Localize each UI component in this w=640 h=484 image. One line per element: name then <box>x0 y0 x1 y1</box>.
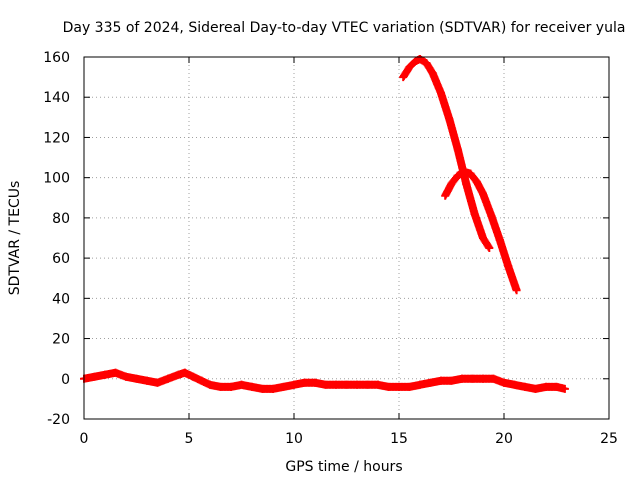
x-tick-label: 10 <box>285 431 303 447</box>
grid-lines <box>84 57 609 419</box>
y-tick-label: 140 <box>43 90 70 106</box>
x-axis-label: GPS time / hours <box>285 459 402 475</box>
y-tick-label: 40 <box>52 291 70 307</box>
data-point <box>560 384 569 393</box>
plot-frame <box>83 56 610 420</box>
x-tick-label: 20 <box>495 431 513 447</box>
x-tick-label: 15 <box>390 431 408 447</box>
y-tick-label: -20 <box>47 412 70 428</box>
y-axis-label: SDTVAR / TECUs <box>7 181 23 296</box>
y-tick-label: 0 <box>61 372 70 388</box>
y-tick-label: 20 <box>52 332 70 348</box>
data-series <box>80 55 569 393</box>
series-1 <box>80 368 569 393</box>
x-tick-label: 0 <box>80 431 89 447</box>
x-tick-label: 5 <box>185 431 194 447</box>
data-point <box>485 244 494 253</box>
y-tick-label: 60 <box>52 251 70 267</box>
y-tick-label: 120 <box>43 130 70 146</box>
y-tick-label: 80 <box>52 211 70 227</box>
x-tick-label: 25 <box>600 431 618 447</box>
y-tick-label: 160 <box>43 50 70 66</box>
data-point <box>512 286 521 295</box>
chart-title: Day 335 of 2024, Sidereal Day-to-day VTE… <box>63 20 626 36</box>
y-tick-label: 100 <box>43 171 70 187</box>
series-3 <box>441 167 521 295</box>
series-2 <box>399 55 494 253</box>
